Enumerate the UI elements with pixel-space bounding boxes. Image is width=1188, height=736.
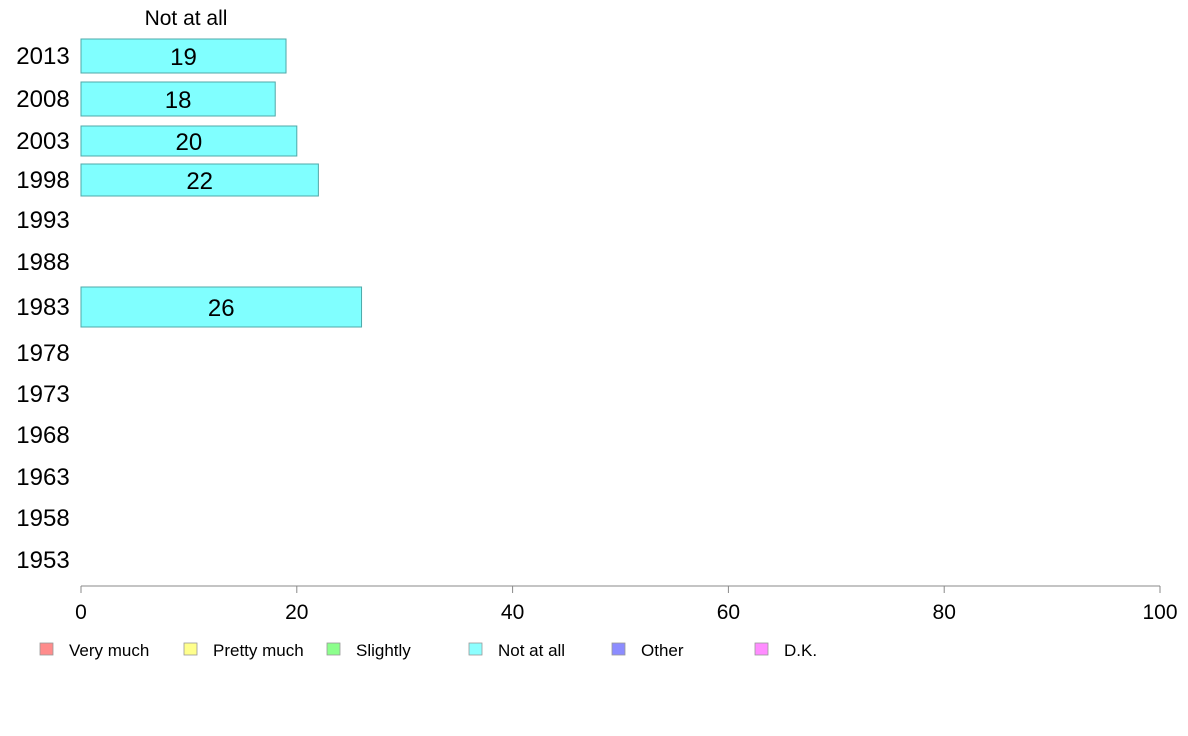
bars — [80, 38, 363, 328]
legend-swatch — [468, 642, 483, 656]
y-tick-label-1993: 1993 — [16, 207, 69, 234]
y-tick-label-1998: 1998 — [16, 167, 69, 194]
bar-label-2013: 19 — [170, 44, 197, 71]
legend-swatch — [326, 642, 341, 656]
x-tick-label-20: 20 — [285, 601, 308, 624]
y-tick-label-2003: 2003 — [16, 128, 69, 155]
x-tick-label-80: 80 — [933, 601, 956, 624]
bar-2008 — [80, 81, 276, 117]
legend-item: D.K. — [754, 641, 817, 660]
legend-swatch — [183, 642, 198, 656]
y-tick-label-1978: 1978 — [16, 340, 69, 367]
legend-label: Not at all — [498, 641, 565, 660]
panel-title: Not at all — [145, 7, 228, 30]
legend-swatch — [39, 642, 54, 656]
y-tick-label-1973: 1973 — [16, 381, 69, 408]
legend-swatch — [754, 642, 769, 656]
y-tick-label-1968: 1968 — [16, 422, 69, 449]
legend: Very much Pretty much Slightly Not at all Ot… — [39, 641, 817, 660]
legend-label: Slightly — [356, 641, 411, 660]
x-tick-label-60: 60 — [717, 601, 740, 624]
bar-2013 — [80, 38, 287, 74]
bar-2003 — [80, 125, 298, 157]
x-tick-label-40: 40 — [501, 601, 524, 624]
y-axis-labels: 2013 2008 2003 1998 1993 1988 1983 1978 1973 1968… — [16, 43, 69, 574]
legend-item: Pretty much — [183, 641, 304, 660]
y-tick-label-1963: 1963 — [16, 464, 69, 491]
legend-label: Pretty much — [213, 641, 304, 660]
x-axis: 0 20 40 60 80 100 — [75, 585, 1178, 624]
y-tick-label-1958: 1958 — [16, 505, 69, 532]
bar-1998 — [80, 163, 319, 197]
bar-label-2008: 18 — [165, 87, 192, 114]
legend-swatch — [611, 642, 626, 656]
bar-value-labels: 19 18 20 22 26 — [165, 44, 235, 322]
legend-item: Very much — [39, 641, 149, 660]
legend-item: Other — [611, 641, 684, 660]
legend-item: Slightly — [326, 641, 411, 660]
bar-label-1983: 26 — [208, 295, 235, 322]
y-tick-label-2008: 2008 — [16, 86, 69, 113]
legend-label: D.K. — [784, 641, 817, 660]
y-tick-label-1953: 1953 — [16, 547, 69, 574]
bar-1983 — [80, 286, 363, 328]
x-tick-label-100: 100 — [1142, 601, 1177, 624]
legend-label: Other — [641, 641, 684, 660]
legend-item: Not at all — [468, 641, 565, 660]
y-tick-label-2013: 2013 — [16, 43, 69, 70]
x-tick-label-0: 0 — [75, 601, 87, 624]
bar-label-2003: 20 — [176, 129, 203, 156]
bar-label-1998: 22 — [186, 168, 213, 195]
y-tick-label-1988: 1988 — [16, 249, 69, 276]
legend-label: Very much — [69, 641, 149, 660]
y-tick-label-1983: 1983 — [16, 294, 69, 321]
